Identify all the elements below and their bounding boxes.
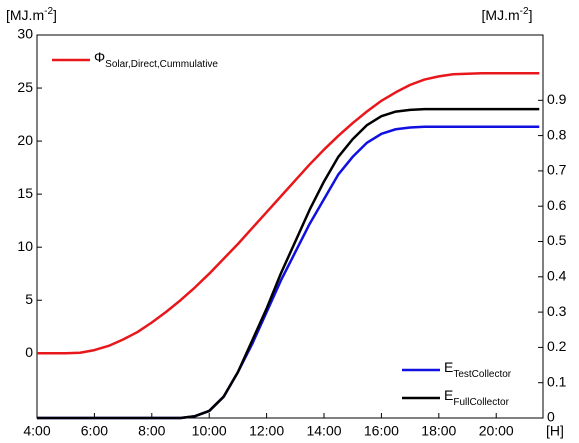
legend-name: Φ [94, 49, 105, 65]
x-axis-label: [H] [546, 423, 564, 439]
y-tick-label: 15 [17, 185, 33, 201]
x-tick-label: 16:00 [364, 423, 399, 439]
x-tick-label: 10:00 [192, 423, 227, 439]
y2-tick-label: 0.8 [547, 126, 567, 142]
x-tick-label: 6:00 [81, 423, 108, 439]
x-tick-label: 18:00 [421, 423, 456, 439]
y2-tick-label: 0.9 [547, 91, 567, 107]
x-tick-label: 8:00 [138, 423, 165, 439]
legend-entry: ΦSolar,Direct,Cummulative [94, 49, 218, 70]
y-tick-label: 25 [17, 79, 33, 95]
x-tick-label: 12:00 [249, 423, 284, 439]
y-tick-label: 20 [17, 132, 33, 148]
series-line [37, 71, 540, 355]
y2-tick-label: 0.2 [547, 338, 567, 354]
y-tick-label: 10 [17, 238, 33, 254]
y-tick-label: 5 [25, 291, 33, 307]
x-tick-label: 20:00 [479, 423, 514, 439]
x-tick-label: 4:00 [23, 423, 50, 439]
legend-name: E [444, 359, 453, 375]
legend-subscript: Solar,Direct,Cummulative [105, 59, 218, 70]
y2-tick-label: 0.7 [547, 162, 567, 178]
plot-frame [36, 34, 544, 419]
y2-tick-label: 0.3 [547, 303, 567, 319]
y-tick-label: 0 [25, 344, 33, 360]
legend-name: E [444, 387, 453, 403]
y2-tick-label: 0.5 [547, 232, 567, 248]
legend-subscript: FullCollector [453, 397, 509, 408]
y2-tick-label: 0 [547, 409, 555, 425]
y2-tick-label: 0.1 [547, 373, 567, 389]
y-tick-label: 30 [17, 26, 33, 42]
y2-axis-label: [MJ.m-2] [482, 6, 533, 23]
legend-entry: EFullCollector [444, 387, 510, 408]
series-line [37, 107, 540, 420]
y-axis-label: [MJ.m-2] [6, 6, 57, 23]
y2-tick-label: 0.6 [547, 197, 567, 213]
legend-subscript: TestCollector [453, 369, 511, 380]
x-tick-label: 14:00 [306, 423, 341, 439]
legend-entry: ETestCollector [444, 359, 512, 380]
y2-tick-label: 0.4 [547, 268, 567, 284]
